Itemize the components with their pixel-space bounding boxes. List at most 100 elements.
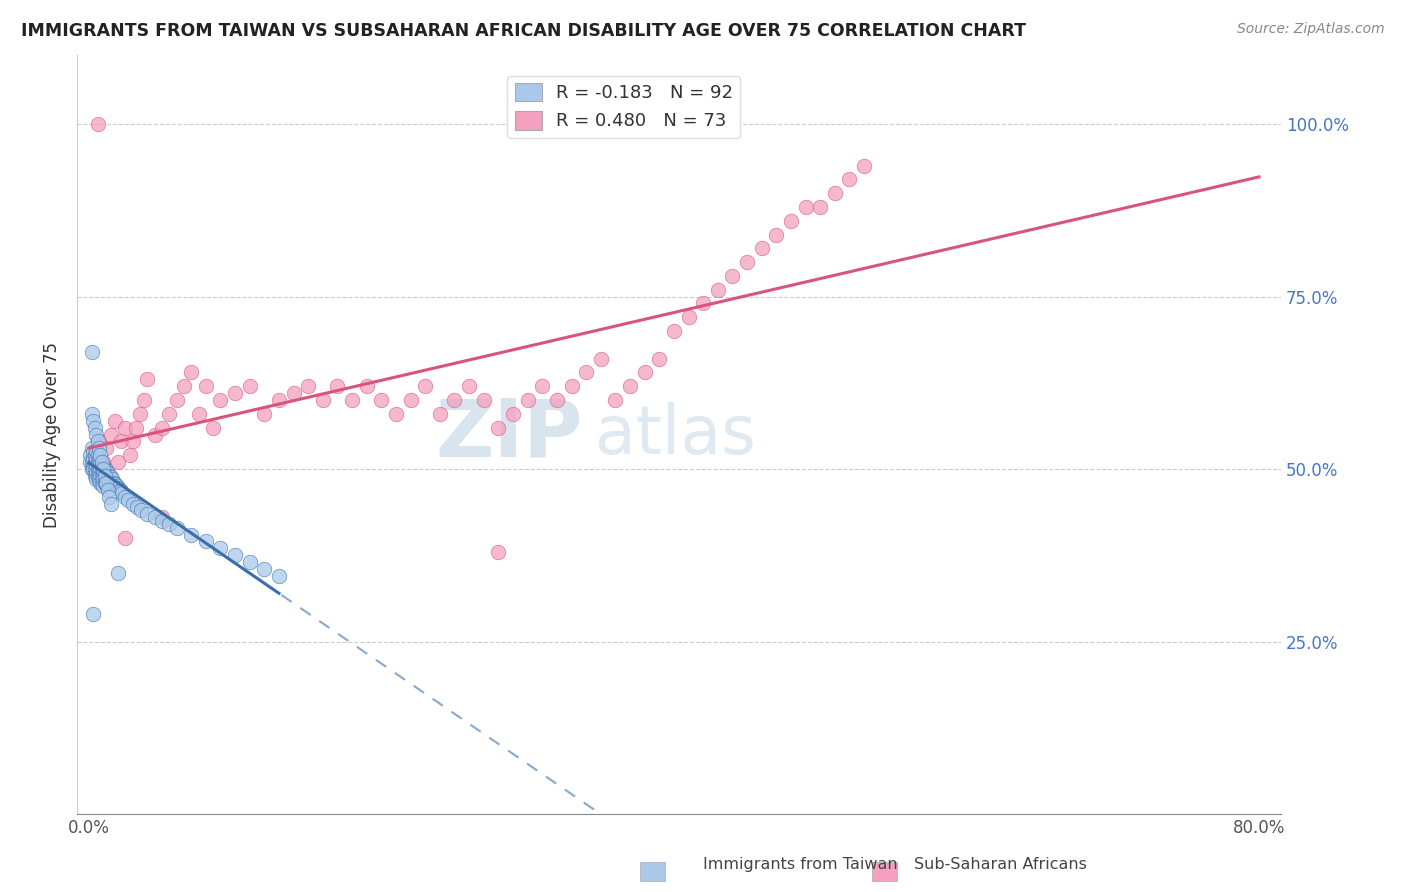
Point <box>79 455 101 469</box>
Point <box>619 379 641 393</box>
Point <box>80 455 103 469</box>
Point <box>84 466 107 480</box>
Point <box>100 477 122 491</box>
Point <box>209 393 232 408</box>
Point <box>239 379 262 393</box>
Point <box>86 455 108 469</box>
Point <box>589 351 612 366</box>
Point <box>87 451 110 466</box>
Y-axis label: Disability Age Over 75: Disability Age Over 75 <box>44 342 60 527</box>
Point <box>253 407 276 421</box>
Point <box>143 510 166 524</box>
Point <box>267 393 290 408</box>
Point <box>110 434 132 449</box>
Point <box>84 451 107 466</box>
Point <box>89 475 111 490</box>
Point <box>86 117 108 131</box>
Point <box>82 462 104 476</box>
Point <box>692 296 714 310</box>
Point <box>84 458 107 473</box>
Legend: R = -0.183   N = 92, R = 0.480   N = 73: R = -0.183 N = 92, R = 0.480 N = 73 <box>508 76 741 137</box>
Point <box>458 379 481 393</box>
Point <box>91 463 114 477</box>
Point <box>546 393 568 408</box>
Point <box>765 227 787 242</box>
Point <box>94 475 117 490</box>
Point <box>82 445 104 459</box>
Point <box>253 562 276 576</box>
Point <box>104 414 127 428</box>
Point <box>531 379 554 393</box>
Text: IMMIGRANTS FROM TAIWAN VS SUBSAHARAN AFRICAN DISABILITY AGE OVER 75 CORRELATION : IMMIGRANTS FROM TAIWAN VS SUBSAHARAN AFR… <box>21 22 1026 40</box>
Text: Immigrants from Taiwan: Immigrants from Taiwan <box>703 857 897 872</box>
Point <box>486 420 509 434</box>
Point <box>356 379 378 393</box>
Point <box>97 466 120 480</box>
Point <box>86 469 108 483</box>
Point <box>83 462 105 476</box>
Point <box>326 379 349 393</box>
Point <box>82 458 104 473</box>
Point <box>131 503 153 517</box>
Point <box>80 344 103 359</box>
Point <box>83 420 105 434</box>
Point <box>194 534 217 549</box>
Point <box>86 434 108 449</box>
Point <box>86 448 108 462</box>
Text: atlas: atlas <box>595 401 755 467</box>
Point <box>180 366 202 380</box>
Point <box>808 200 831 214</box>
Point <box>89 469 111 483</box>
Point <box>340 393 363 408</box>
Point <box>134 393 156 408</box>
Point <box>180 527 202 541</box>
Point <box>107 566 129 580</box>
Point <box>89 462 111 476</box>
Point <box>114 420 136 434</box>
Point <box>502 407 524 421</box>
Point <box>98 475 121 490</box>
Point <box>486 545 509 559</box>
Point <box>91 477 114 491</box>
Point <box>633 366 655 380</box>
Point <box>224 386 246 401</box>
Point <box>107 455 129 469</box>
Point <box>187 407 209 421</box>
Point <box>824 186 846 200</box>
Point <box>150 420 173 434</box>
Text: Sub-Saharan Africans: Sub-Saharan Africans <box>914 857 1087 872</box>
Point <box>267 569 290 583</box>
Point <box>96 475 118 490</box>
Point <box>84 448 107 462</box>
Point <box>87 466 110 480</box>
Point <box>678 310 700 325</box>
Point <box>96 463 118 477</box>
Point <box>87 458 110 473</box>
Point <box>202 420 225 434</box>
Point <box>413 379 436 393</box>
Point <box>87 434 110 449</box>
Point <box>93 462 115 476</box>
Point <box>100 497 122 511</box>
Point <box>224 549 246 563</box>
Point <box>87 442 110 456</box>
Point <box>157 407 180 421</box>
Point <box>83 448 105 462</box>
Point <box>111 486 134 500</box>
Point <box>150 514 173 528</box>
Point <box>101 472 124 486</box>
Point <box>82 414 104 428</box>
Point <box>605 393 627 408</box>
Point <box>121 497 143 511</box>
Point <box>83 455 105 469</box>
Point <box>84 445 107 459</box>
Point <box>93 479 115 493</box>
Point <box>96 442 118 456</box>
Text: ZIP: ZIP <box>436 395 582 474</box>
Point <box>96 477 118 491</box>
Point <box>98 469 121 483</box>
Point <box>735 255 758 269</box>
Point <box>194 379 217 393</box>
Point <box>93 458 115 473</box>
Point <box>84 472 107 486</box>
